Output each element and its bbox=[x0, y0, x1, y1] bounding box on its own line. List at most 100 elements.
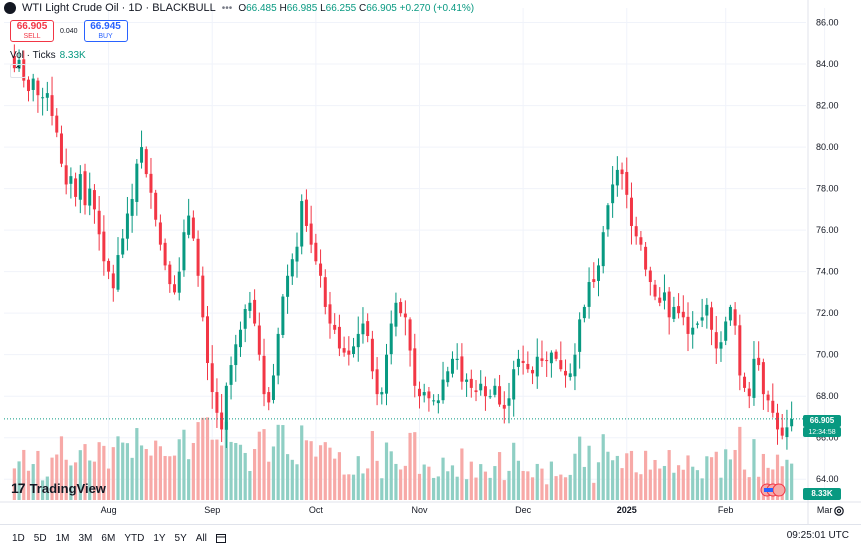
candle-body bbox=[611, 184, 615, 204]
volume-bar bbox=[304, 440, 309, 500]
volume-bar bbox=[446, 471, 450, 500]
volume-bar bbox=[507, 470, 511, 500]
tf-5y[interactable]: 5Y bbox=[174, 532, 187, 544]
volume-bar bbox=[139, 445, 144, 500]
y-tick-label: 64.00 bbox=[816, 474, 839, 484]
utc-clock[interactable]: 09:25:01 UTC bbox=[786, 530, 849, 541]
tf-1y[interactable]: 1Y bbox=[153, 532, 166, 544]
volume-bar bbox=[26, 470, 31, 500]
candle-body bbox=[149, 173, 153, 193]
volume-bar bbox=[615, 455, 619, 500]
candle-body bbox=[281, 296, 285, 335]
candle-body bbox=[761, 362, 765, 395]
candle-body bbox=[356, 333, 360, 348]
symbol-icon[interactable] bbox=[4, 2, 16, 14]
volume-bar bbox=[606, 451, 610, 500]
candle-body bbox=[12, 55, 16, 69]
volume-bar bbox=[314, 456, 318, 500]
candle-body bbox=[210, 363, 214, 393]
volume-bar bbox=[220, 445, 224, 500]
volume-bar bbox=[625, 453, 629, 500]
tf-5d[interactable]: 5D bbox=[33, 532, 47, 544]
candle-body bbox=[620, 169, 624, 175]
more-icon[interactable]: ••• bbox=[221, 2, 233, 14]
symbol-title[interactable]: WTI Light Crude Oil · 1D · BLACKBULL bbox=[22, 2, 216, 14]
tf-all[interactable]: All bbox=[195, 532, 207, 544]
candle-body bbox=[394, 302, 398, 327]
volume-bar bbox=[587, 445, 591, 500]
candle-body bbox=[738, 325, 742, 376]
candle-body bbox=[432, 400, 436, 402]
volume-bar bbox=[639, 474, 643, 500]
volume-bar bbox=[691, 466, 695, 500]
candle-body bbox=[271, 375, 275, 400]
candle-body bbox=[512, 369, 516, 400]
volume-bar bbox=[422, 464, 426, 500]
tf-6m[interactable]: 6M bbox=[101, 532, 116, 544]
volume-bar bbox=[224, 421, 228, 500]
buy-button[interactable]: 66.945 BUY bbox=[83, 20, 128, 42]
volume-bar bbox=[700, 478, 704, 500]
candle-body bbox=[757, 357, 761, 366]
volume-bar bbox=[563, 477, 568, 500]
volume-bar bbox=[55, 454, 59, 500]
collapse-icon[interactable]: ⌃ bbox=[10, 64, 26, 78]
volume-bar bbox=[238, 444, 243, 500]
volume-bar bbox=[356, 456, 360, 500]
tf-1m[interactable]: 1M bbox=[55, 532, 70, 544]
volume-bar bbox=[757, 476, 761, 500]
tradingview-logo[interactable]: 17 TradingView bbox=[11, 480, 106, 496]
candle-body bbox=[220, 412, 224, 430]
volume-bar bbox=[210, 439, 214, 500]
candle-body bbox=[408, 319, 412, 351]
tf-3m[interactable]: 3M bbox=[78, 532, 93, 544]
candle-body bbox=[64, 165, 68, 185]
candle-body bbox=[516, 358, 520, 367]
volume-bar bbox=[323, 442, 327, 500]
candle-body bbox=[403, 313, 407, 318]
candle-body bbox=[309, 223, 313, 245]
volume-bar bbox=[69, 465, 73, 500]
candle-body bbox=[710, 307, 714, 330]
volume-bar bbox=[686, 455, 690, 500]
candle-body bbox=[573, 354, 577, 377]
volume-bar bbox=[78, 450, 82, 500]
volume-bar bbox=[73, 462, 78, 500]
candle-body bbox=[681, 311, 685, 318]
volume-bar bbox=[634, 472, 638, 500]
candle-body bbox=[634, 226, 638, 237]
volume-bar bbox=[262, 429, 266, 500]
candle-body bbox=[436, 400, 440, 404]
volume-bar bbox=[582, 466, 586, 500]
volume-bar bbox=[271, 446, 276, 500]
volume-bar bbox=[205, 417, 210, 500]
candle-body bbox=[474, 390, 478, 393]
candle-body bbox=[116, 255, 120, 290]
flag-icons[interactable] bbox=[760, 483, 788, 497]
calendar-icon[interactable] bbox=[215, 532, 227, 544]
candle-body bbox=[601, 232, 605, 267]
candle-body bbox=[766, 394, 770, 401]
candle-body bbox=[69, 176, 73, 184]
candle-body bbox=[672, 306, 676, 319]
candle-body bbox=[493, 385, 497, 395]
volume-bar bbox=[31, 464, 35, 500]
candle-body bbox=[102, 231, 106, 262]
candle-body bbox=[554, 351, 558, 359]
tf-ytd[interactable]: YTD bbox=[124, 532, 145, 544]
volume-bar bbox=[125, 443, 130, 500]
volume-bar bbox=[328, 447, 332, 500]
candle-body bbox=[507, 398, 511, 406]
x-tick-label: 2025 bbox=[617, 505, 637, 515]
volume-bar bbox=[12, 468, 16, 500]
tf-1d[interactable]: 1D bbox=[12, 532, 25, 544]
candle-body bbox=[201, 275, 205, 318]
volume-bar bbox=[568, 474, 572, 500]
candle-body bbox=[785, 427, 789, 438]
candle-body bbox=[422, 392, 426, 396]
volume-bar bbox=[427, 466, 431, 500]
volume-legend[interactable]: Vol · Ticks 8.33K bbox=[10, 50, 86, 61]
settings-icon[interactable] bbox=[833, 505, 845, 517]
sell-button[interactable]: 66.905 SELL bbox=[10, 20, 54, 42]
